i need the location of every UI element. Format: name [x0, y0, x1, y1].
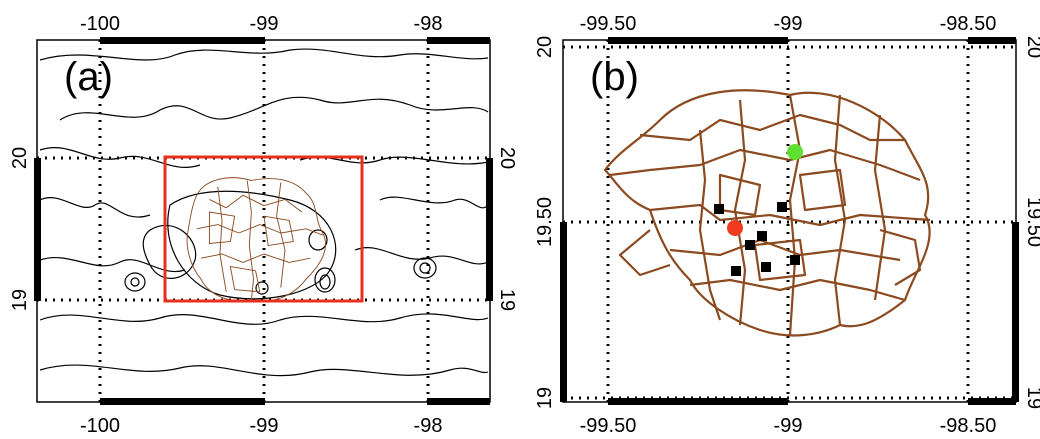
square-marker [790, 255, 800, 265]
green-point-marker [787, 144, 803, 160]
square-marker [777, 202, 787, 212]
panel-b-top-tick: -99 [774, 13, 803, 35]
panel-a-axis-bars [34, 37, 493, 405]
panel-b-municipality-boundaries [603, 89, 931, 337]
panel-a-top-tick: -99 [250, 13, 279, 35]
panel-b-label: (b) [590, 55, 639, 99]
panel-a-label: (a) [64, 55, 113, 99]
panel-b-left-tick: 19 [534, 387, 556, 409]
panel-b-bottom-tick: -99.50 [580, 415, 637, 437]
panel-a-bottom-tick: -100 [80, 415, 120, 437]
square-marker [731, 266, 741, 276]
square-marker [714, 204, 724, 214]
panel-b-right-tick: 19 [1023, 387, 1040, 409]
panel-b-top-tick: -98.50 [940, 13, 997, 35]
panel-b: (b) -99.50 -99 -98.50 -99.50 -99 -98.50 … [534, 13, 1040, 437]
panel-a-right-tick: 19 [496, 289, 518, 311]
panel-b-left-tick: 19.50 [534, 197, 556, 247]
panel-b-right-tick: 20 [1023, 36, 1040, 58]
panel-a: (a) -100 -99 -98 -100 -99 -98 20 19 20 1… [9, 13, 518, 437]
red-point-marker [727, 220, 743, 236]
panel-a-municipality-boundaries [186, 177, 326, 302]
panel-b-bottom-tick: -98.50 [940, 415, 997, 437]
panel-a-top-tick: -100 [80, 13, 120, 35]
panel-a-bottom-tick: -98 [414, 415, 443, 437]
panel-a-gridlines [37, 40, 490, 402]
panel-a-left-tick: 19 [9, 289, 31, 311]
panel-a-bottom-tick: -99 [250, 415, 279, 437]
panel-a-focus-box [163, 155, 364, 303]
square-marker [757, 231, 767, 241]
panel-b-right-tick: 19.50 [1023, 197, 1040, 247]
square-marker [745, 240, 755, 250]
panel-b-axis-bars [560, 37, 1019, 405]
panel-b-top-tick: -99.50 [580, 13, 637, 35]
panel-b-gridlines [563, 40, 1016, 402]
panel-b-bottom-tick: -99 [774, 415, 803, 437]
panel-b-markers [714, 144, 803, 276]
panel-b-left-tick: 20 [534, 36, 556, 58]
panel-a-right-tick: 20 [496, 147, 518, 169]
square-marker [761, 262, 771, 272]
panel-a-top-tick: -98 [414, 13, 443, 35]
panel-a-left-tick: 20 [9, 147, 31, 169]
